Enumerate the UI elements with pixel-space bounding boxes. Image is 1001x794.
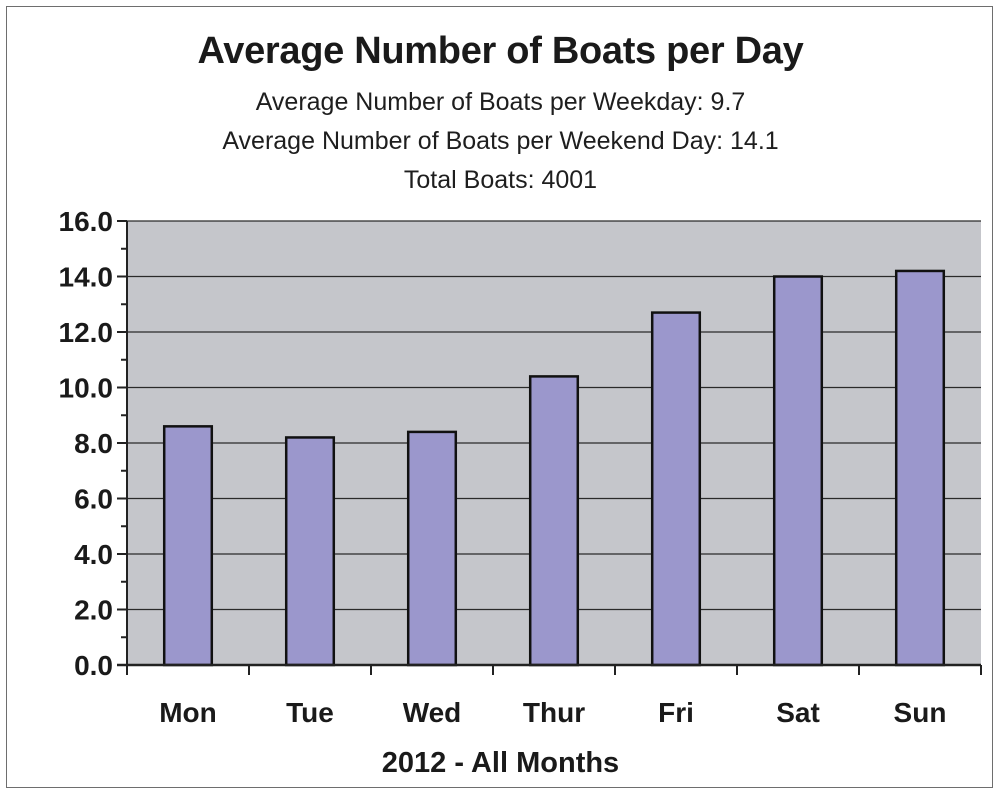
y-tick-label: 10.0 [59, 373, 114, 404]
subtitle-weekday-average: Average Number of Boats per Weekday: 9.7 [255, 88, 746, 116]
x-tick-label-sat: Sat [776, 697, 820, 728]
bars [162, 269, 946, 667]
axes [117, 220, 982, 675]
x-tick-label-mon: Mon [159, 697, 217, 728]
bar-wed [406, 430, 458, 667]
y-tick-label: 2.0 [74, 595, 113, 626]
y-tick-label: 16.0 [59, 206, 114, 237]
y-tick-label: 4.0 [74, 539, 113, 570]
x-tick-label-sun: Sun [894, 697, 947, 728]
x-tick-label-fri: Fri [658, 697, 694, 728]
bar-fri [650, 311, 702, 667]
subtitle-total-boats: Total Boats: 4001 [403, 166, 598, 194]
subtitle-weekend-average: Average Number of Boats per Weekend Day:… [222, 127, 779, 155]
y-tick-label: 6.0 [74, 484, 113, 515]
bar-sun [894, 269, 946, 667]
bar-mon [162, 425, 214, 667]
x-tick-label-wed: Wed [403, 697, 462, 728]
y-tick-label: 12.0 [59, 317, 114, 348]
y-tick-label: 14.0 [59, 262, 114, 293]
bar-sat [772, 275, 824, 667]
bar-thur [528, 375, 580, 667]
y-tick-label: 0.0 [74, 650, 113, 681]
chart-title: Average Number of Boats per Day [197, 30, 804, 72]
bar-tue [284, 436, 336, 667]
x-axis-label: 2012 - All Months [381, 747, 620, 779]
y-tick-label: 8.0 [74, 428, 113, 459]
x-tick-label-thur: Thur [523, 697, 585, 728]
x-tick-label-tue: Tue [286, 697, 334, 728]
y-tick-labels: 0.0 2.0 4.0 6.0 8.0 10.0 12.0 14.0 16.0 [59, 206, 114, 681]
x-tick-labels: Mon Tue Wed Thur Fri Sat Sun [159, 697, 946, 728]
